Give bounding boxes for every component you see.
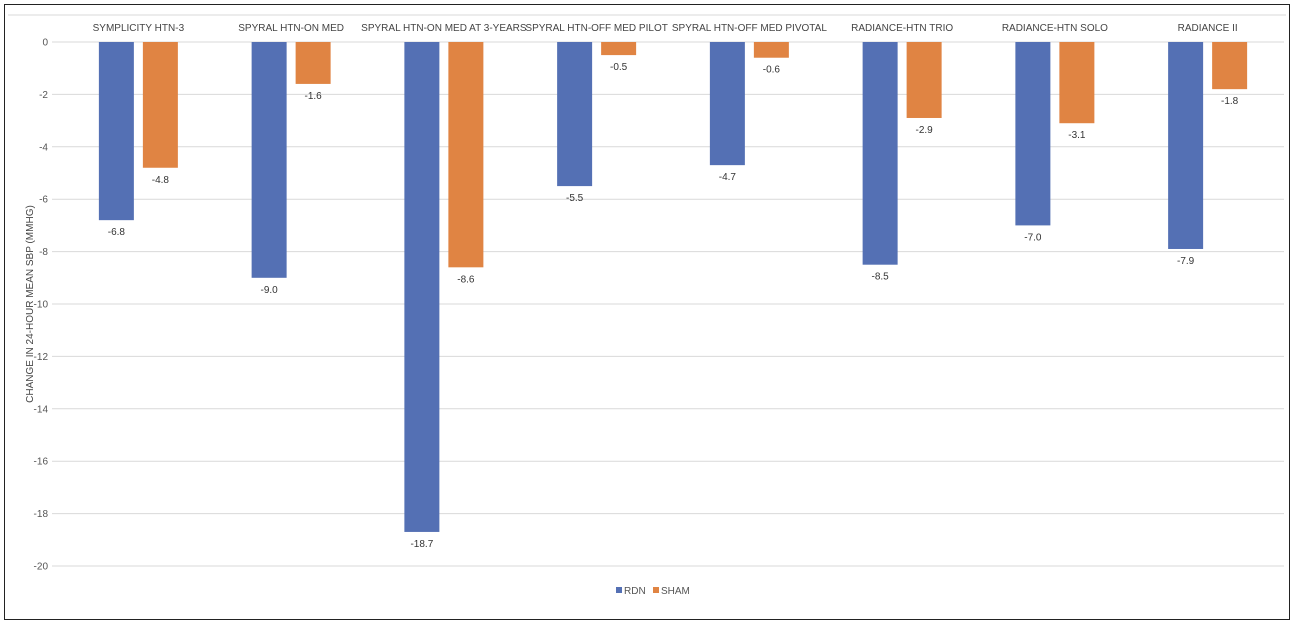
bar-sham: [753, 42, 789, 58]
data-label: -8.6: [457, 274, 475, 285]
category-label: SYMPLICITY HTN-3: [93, 23, 185, 34]
data-label: -2.9: [916, 125, 934, 136]
bar-sham: [1059, 42, 1095, 124]
bar-rdn: [709, 42, 745, 166]
y-tick-label: -4: [39, 142, 48, 153]
y-tick-label: -12: [34, 352, 49, 363]
data-label: -1.8: [1221, 96, 1239, 107]
bar-sham: [142, 42, 178, 168]
bar-rdn: [1168, 42, 1204, 249]
y-tick-label: -16: [34, 457, 49, 468]
bar-sham: [906, 42, 942, 118]
y-tick-label: -8: [39, 247, 48, 258]
bar-rdn: [1015, 42, 1051, 226]
data-label: -3.1: [1068, 130, 1086, 141]
data-label: -6.8: [108, 227, 126, 238]
data-label: -1.6: [305, 91, 323, 102]
bar-sham: [295, 42, 331, 84]
bar-rdn: [98, 42, 134, 221]
data-label: -18.7: [410, 539, 433, 550]
data-label: -9.0: [261, 285, 279, 296]
legend-swatch-sham: [653, 587, 659, 593]
bar-rdn: [862, 42, 898, 265]
y-tick-label: -2: [39, 90, 48, 101]
bar-sham: [1212, 42, 1248, 90]
data-label: -7.0: [1024, 232, 1042, 243]
data-label: -0.5: [610, 62, 628, 73]
legend-label: RDN: [624, 586, 646, 597]
data-label: -4.8: [152, 175, 170, 186]
category-label: RADIANCE-HTN SOLO: [1002, 23, 1108, 34]
category-label: RADIANCE II: [1178, 23, 1238, 34]
data-label: -4.7: [719, 172, 737, 183]
data-label: -7.9: [1177, 256, 1195, 267]
legend-label: SHAM: [661, 586, 690, 597]
data-label: -8.5: [872, 272, 890, 283]
data-label: -0.6: [763, 65, 781, 76]
y-axis-label: CHANGE IN 24-HOUR MEAN SBP (MMHG): [25, 205, 36, 403]
bar-rdn: [404, 42, 440, 532]
category-label: SPYRAL HTN-OFF MED PIVOTAL: [672, 23, 827, 34]
bar-sham: [601, 42, 637, 56]
y-tick-label: -14: [34, 404, 49, 415]
y-tick-label: -18: [34, 509, 49, 520]
category-label: SPYRAL HTN-ON MED: [238, 23, 344, 34]
y-tick-label: -20: [34, 562, 49, 573]
legend-swatch-rdn: [616, 587, 622, 593]
category-label: SPYRAL HTN-OFF MED PILOT: [525, 23, 667, 34]
bar-sham: [448, 42, 484, 268]
bar-rdn: [251, 42, 287, 278]
y-tick-label: 0: [42, 38, 48, 49]
category-label: SPYRAL HTN-ON MED AT 3-YEARS: [361, 23, 527, 34]
y-tick-label: -10: [34, 300, 49, 311]
y-tick-label: -6: [39, 195, 48, 206]
chart-frame: [4, 4, 1290, 620]
bar-rdn: [557, 42, 593, 187]
category-label: RADIANCE-HTN TRIO: [851, 23, 953, 34]
data-label: -5.5: [566, 193, 584, 204]
